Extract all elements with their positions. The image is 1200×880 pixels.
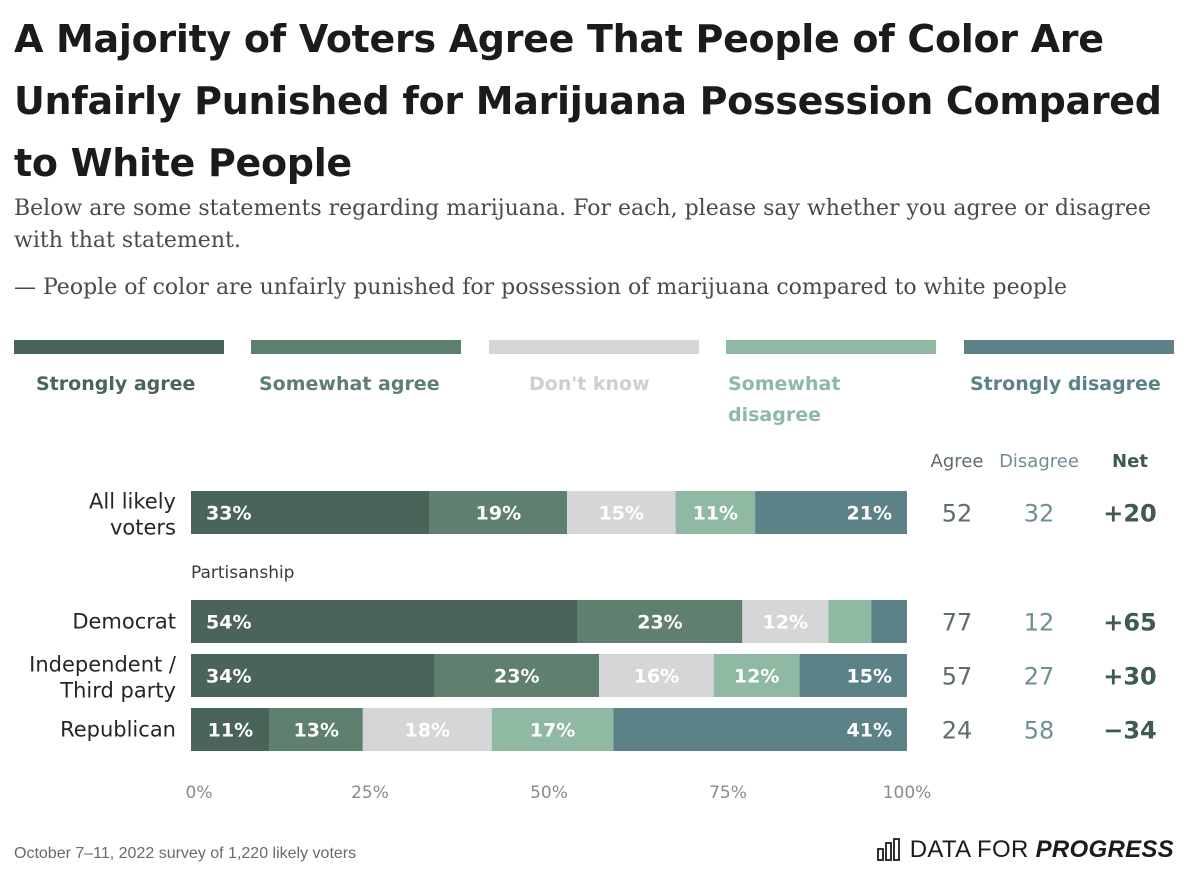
bar-segment-don-t-know — [567, 491, 676, 534]
bar-segment-somewhat-disagree — [828, 600, 872, 643]
bar-segment-somewhat-agree — [434, 654, 600, 697]
legend-label-somewhat-agree: Somewhat agree — [259, 373, 440, 395]
data-label-strongly-disagree: 21% — [847, 503, 892, 525]
data-label-somewhat-agree: 23% — [637, 612, 682, 634]
summary-agree-value: 77 — [942, 609, 973, 637]
data-label-don-t-know: 16% — [634, 666, 679, 688]
legend-swatch-somewhat-agree — [251, 340, 461, 354]
legend-item-somewhat-disagree: Somewhat disagree — [726, 340, 936, 431]
group-label-partisanship: Partisanship — [191, 563, 294, 583]
bar-segment-strongly-agree — [191, 654, 435, 697]
legend-item-somewhat-agree: Somewhat agree — [251, 340, 461, 400]
x-tick-label: 75% — [709, 783, 747, 803]
brand-logo: DATA FOR PROGRESS — [876, 835, 1174, 865]
legend-swatch-dont-know — [489, 340, 699, 354]
bar-segment-strongly-agree — [191, 491, 430, 534]
data-label-strongly-agree: 33% — [206, 503, 251, 525]
brand-name-bold: PROGRESS — [1035, 836, 1174, 863]
data-label-somewhat-disagree: 12% — [734, 666, 779, 688]
bar-segment-somewhat-disagree — [491, 708, 614, 751]
x-tick-label: 100% — [883, 783, 932, 803]
row-label-democrat: Democrat — [72, 610, 176, 634]
bar-segment-somewhat-agree — [429, 491, 568, 534]
brand-name: DATA FOR PROGRESS — [910, 836, 1174, 864]
summary-disagree-value: 58 — [1024, 717, 1055, 745]
legend-item-dont-know: Don't know — [489, 340, 699, 400]
data-label-somewhat-disagree: 17% — [530, 720, 575, 742]
legend-item-strongly-agree: Strongly agree — [14, 340, 224, 400]
summary-agree-value: 57 — [942, 663, 973, 691]
data-label-strongly-disagree: 41% — [847, 720, 892, 742]
survey-note: October 7–11, 2022 survey of 1,220 likel… — [14, 845, 357, 862]
legend-item-strongly-disagree: Strongly disagree — [964, 340, 1174, 400]
data-label-don-t-know: 18% — [405, 720, 450, 742]
summary-disagree-value: 27 — [1024, 663, 1055, 691]
legend-swatch-strongly-disagree — [964, 340, 1174, 354]
legend-label-strongly-agree: Strongly agree — [36, 373, 196, 395]
row-label-line: voters — [110, 516, 176, 540]
bar-segment-strongly-disagree — [613, 708, 907, 751]
bar-segment-somewhat-agree — [577, 600, 743, 643]
data-label-strongly-disagree: 15% — [847, 666, 892, 688]
bar-segment-strongly-disagree — [871, 600, 907, 643]
bar-segment-somewhat-disagree — [713, 654, 800, 697]
legend-label-dont-know: Don't know — [529, 373, 650, 395]
bar-segment-don-t-know — [362, 708, 492, 751]
summary-net-value: +30 — [1103, 663, 1157, 691]
bar-segment-strongly-disagree — [755, 491, 907, 534]
column-header-net: Net — [1112, 451, 1148, 472]
column-header-disagree: Disagree — [999, 451, 1079, 472]
summary-net-value: +20 — [1103, 500, 1157, 528]
bar-segment-don-t-know — [742, 600, 829, 643]
data-label-somewhat-agree: 23% — [494, 666, 539, 688]
bar-segment-don-t-know — [599, 654, 714, 697]
chart-subtitle: Below are some statements regarding mari… — [14, 196, 1152, 253]
data-label-somewhat-disagree: 11% — [693, 503, 738, 525]
row-label-all-likely-voters: All likely voters — [89, 490, 176, 540]
legend-label-somewhat-disagree: Somewhat disagree — [728, 373, 841, 426]
row-label-republican: Republican — [60, 718, 176, 742]
row-label-line: All likely — [89, 490, 176, 514]
data-label-strongly-agree: 34% — [206, 666, 251, 688]
data-label-somewhat-agree: 13% — [294, 720, 339, 742]
x-tick-label: 50% — [530, 783, 568, 803]
data-label-don-t-know: 12% — [763, 612, 808, 634]
question-statement: — People of color are unfairly punished … — [14, 275, 1068, 300]
summary-disagree-value: 32 — [1024, 500, 1055, 528]
bar-segment-somewhat-agree — [269, 708, 363, 751]
legend-label-strongly-disagree: Strongly disagree — [970, 373, 1161, 395]
x-tick-label: 25% — [351, 783, 389, 803]
bar-segment-somewhat-disagree — [675, 491, 756, 534]
bar-segment-strongly-disagree — [799, 654, 907, 697]
bar-segment-strongly-agree — [191, 708, 270, 751]
brand-name-plain: DATA FOR — [909, 836, 1036, 863]
row-label-independent-third-party: Independent / Third party — [29, 653, 177, 703]
bar-chart-logo-icon — [876, 838, 900, 861]
column-header-agree: Agree — [931, 451, 984, 472]
row-label-line: Independent / — [29, 653, 177, 677]
summary-agree-value: 24 — [942, 717, 973, 745]
summary-disagree-value: 12 — [1024, 609, 1055, 637]
x-tick-label: 0% — [186, 783, 213, 803]
data-label-strongly-agree: 11% — [208, 720, 253, 742]
legend-swatch-somewhat-disagree — [726, 340, 936, 354]
legend-swatch-strongly-agree — [14, 340, 224, 354]
chart-title: A Majority of Voters Agree That People o… — [14, 17, 1162, 185]
summary-net-value: +65 — [1103, 609, 1157, 637]
data-label-don-t-know: 15% — [599, 503, 644, 525]
summary-net-value: −34 — [1103, 717, 1157, 745]
data-label-strongly-agree: 54% — [206, 612, 251, 634]
data-label-somewhat-agree: 19% — [476, 503, 521, 525]
row-label-line: Third party — [59, 679, 176, 703]
bar-segment-strongly-agree — [191, 600, 578, 643]
summary-agree-value: 52 — [942, 500, 973, 528]
